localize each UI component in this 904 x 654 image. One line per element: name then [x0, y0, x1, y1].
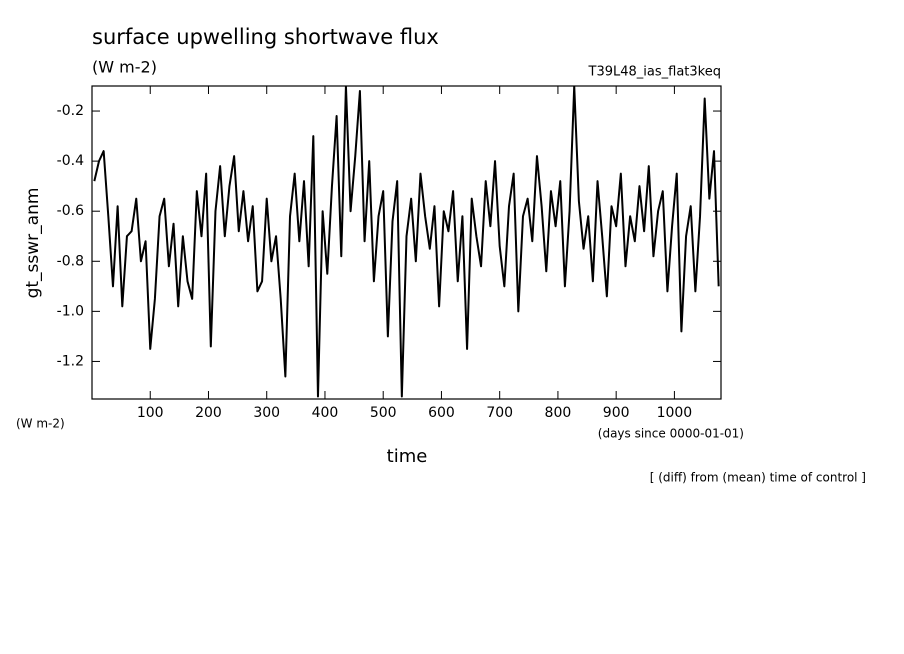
y-tick-label: -1.2 [57, 353, 84, 369]
x-units: (days since 0000-01-01) [598, 427, 744, 441]
chart-title: surface upwelling shortwave flux [92, 25, 439, 49]
y-tick-label: -1.0 [57, 303, 84, 319]
data-line [93, 86, 720, 398]
x-tick-label: 500 [370, 405, 397, 421]
x-tick-label: 600 [428, 405, 455, 421]
x-tick-label: 700 [486, 405, 513, 421]
x-tick-label: 800 [545, 405, 572, 421]
y-tick-label: -0.4 [57, 153, 84, 169]
x-axis-label: time [387, 446, 428, 467]
note: [ (diff) from (mean) time of control ] [650, 471, 866, 485]
x-tick-label: 100 [137, 405, 164, 421]
x-tick-label: 200 [195, 405, 222, 421]
y-axis-label: gt_sswr_anm [23, 188, 43, 299]
x-tick-label: 900 [603, 405, 630, 421]
x-tick-label: 300 [253, 405, 280, 421]
plot-frame [91, 85, 722, 400]
y-units: (W m-2) [16, 417, 65, 431]
y-tick-label: -0.2 [57, 103, 84, 119]
run-label: T39L48_ias_flat3keq [588, 65, 721, 80]
chart-subtitle: (W m-2) [92, 58, 157, 77]
y-tick-label: -0.6 [57, 203, 84, 219]
y-tick-label: -0.8 [57, 253, 84, 269]
x-tick-label: 1000 [657, 405, 693, 421]
x-tick-label: 400 [312, 405, 339, 421]
